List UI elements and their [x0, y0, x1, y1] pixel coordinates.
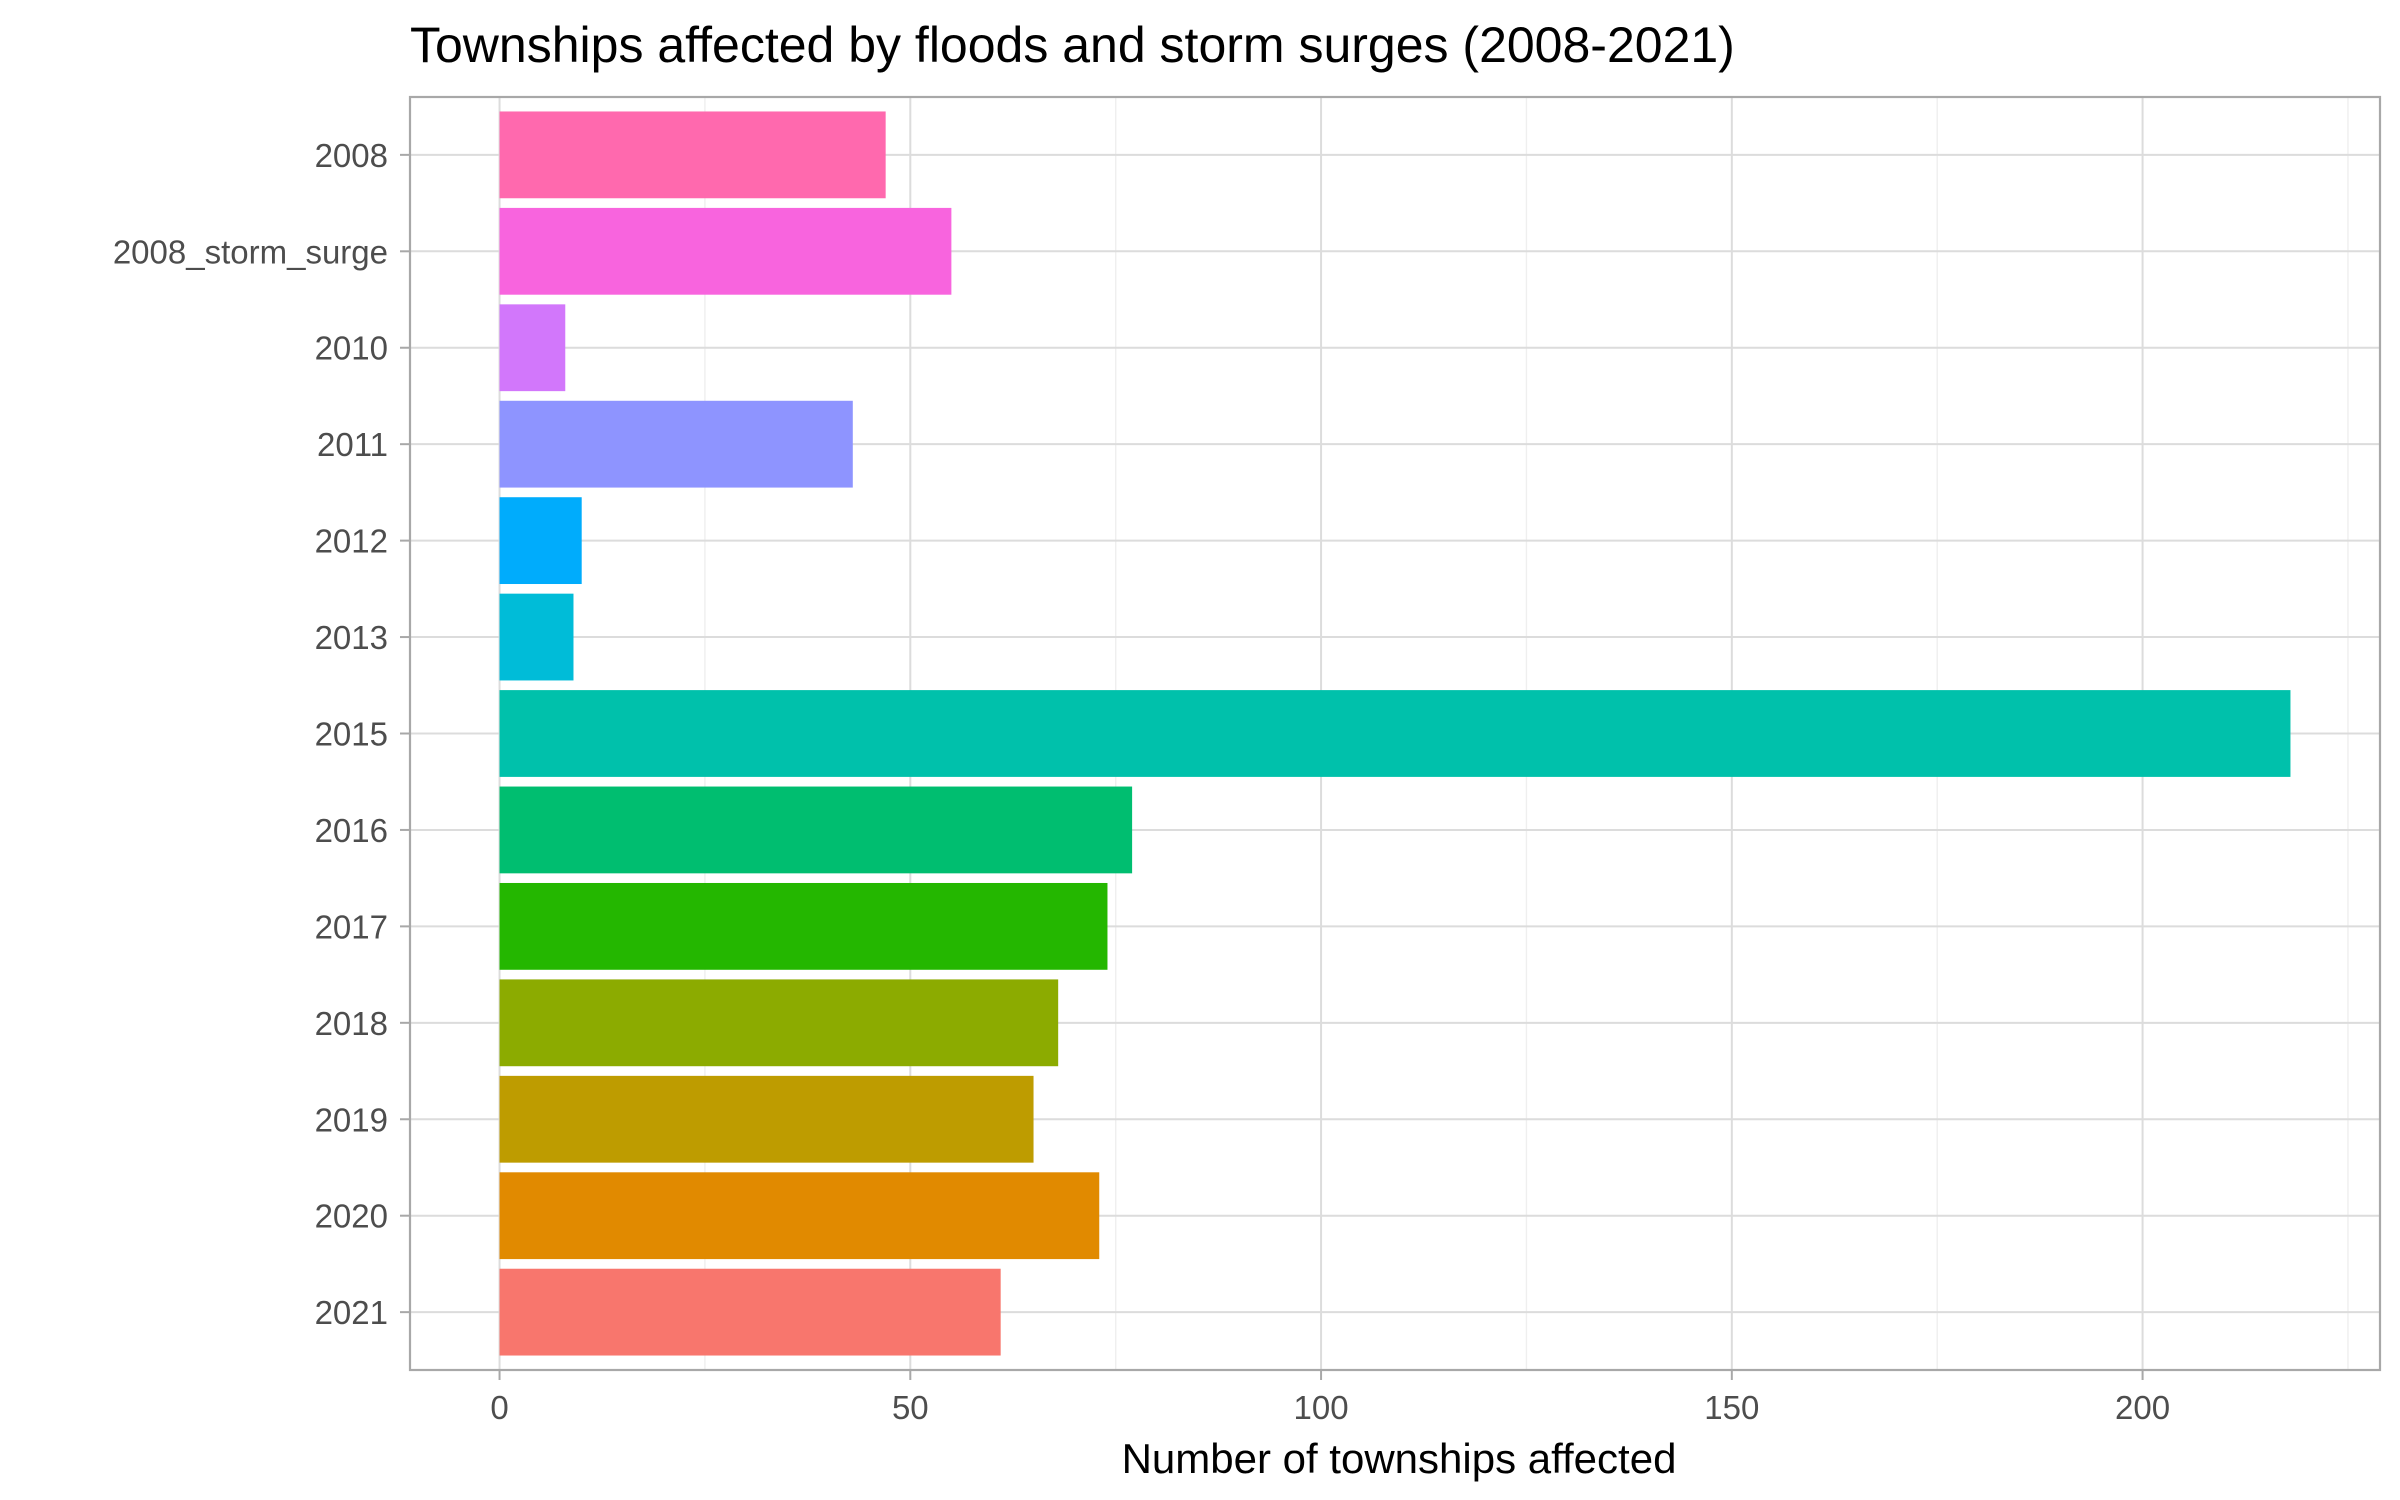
y-tick-label: 2008 — [315, 137, 388, 174]
bar-2010 — [499, 304, 566, 392]
bar-2008_storm_surge — [499, 207, 952, 295]
x-tick-label: 150 — [1704, 1389, 1759, 1426]
y-tick-label: 2021 — [315, 1294, 388, 1331]
chart-title: Townships affected by floods and storm s… — [410, 17, 1735, 73]
bar-2008 — [499, 111, 886, 199]
y-tick-label: 2017 — [315, 908, 388, 945]
y-tick-label: 2010 — [315, 330, 388, 367]
y-axis-labels: 2008 2008_storm_surge 2010 2011 2012 2013 2015… — [113, 137, 388, 1331]
y-tick-label: 2013 — [315, 619, 388, 656]
y-tick-label: 2012 — [315, 523, 388, 560]
bar-layer — [499, 111, 2291, 1356]
y-tick-label: 2008_storm_surge — [113, 233, 388, 270]
y-tick-label: 2020 — [315, 1198, 388, 1235]
x-tick-label: 50 — [892, 1389, 929, 1426]
y-tick-label: 2016 — [315, 812, 388, 849]
y-tick-label: 2019 — [315, 1101, 388, 1138]
x-axis-labels: 0 50 100 150 200 — [490, 1389, 2170, 1426]
bar-2019 — [499, 1075, 1034, 1163]
y-tick-label: 2011 — [317, 426, 388, 463]
x-axis-title: Number of townships affected — [1122, 1435, 1677, 1482]
bar-2015 — [499, 690, 2291, 777]
bar-2012 — [499, 497, 582, 585]
bar-2011 — [499, 400, 853, 488]
y-tick-label: 2015 — [315, 716, 388, 753]
bar-2013 — [499, 593, 574, 681]
bar-2016 — [499, 786, 1133, 874]
bar-2021 — [499, 1268, 1001, 1356]
bar-2017 — [499, 882, 1108, 970]
y-tick-label: 2018 — [315, 1005, 388, 1042]
x-tick-label: 0 — [490, 1389, 508, 1426]
x-tick-label: 200 — [2115, 1389, 2170, 1426]
tick-layer — [400, 153, 2144, 1380]
x-tick-label: 100 — [1294, 1389, 1349, 1426]
bar-2020 — [499, 1172, 1100, 1260]
bar-2018 — [499, 979, 1059, 1067]
